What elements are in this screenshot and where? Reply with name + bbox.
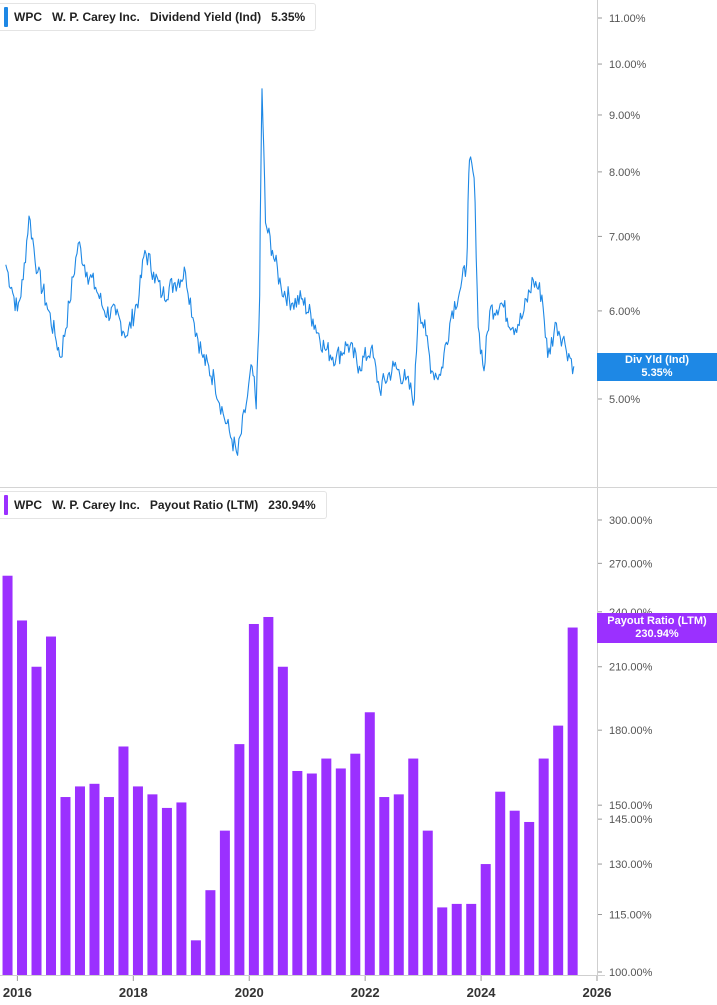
payout-bar [89,783,100,975]
top-legend-value: 5.35% [271,10,306,24]
payout-bar [292,770,303,975]
payout-bar [379,797,390,975]
yield-y-tick-label: 8.00% [609,167,640,179]
payout-bar [234,744,245,975]
payout-y-tick-label: 130.00% [609,859,653,871]
bottom-legend: WPC W. P. Carey Inc. Payout Ratio (LTM) … [0,491,327,519]
top-legend-company: W. P. Carey Inc. [52,10,140,24]
x-tick-label: 2022 [351,985,380,1000]
payout-bar [103,797,114,975]
bottom-legend-value: 230.94% [268,498,316,512]
payout-bar [437,907,448,975]
payout-bar [147,794,158,975]
payout-bar [205,890,216,975]
payout-bar [31,666,42,975]
top-legend-ticker: WPC [14,10,42,24]
bottom-legend-metric: Payout Ratio (LTM) [149,498,259,512]
x-tick-label: 2016 [3,985,32,1000]
payout-value-badge: Payout Ratio (LTM) 230.94% [597,613,717,643]
payout-bar [161,807,172,975]
payout-bar [263,616,274,975]
payout-badge-value: 230.94% [635,628,679,640]
payout-y-tick-label: 300.00% [609,515,653,527]
payout-badge-label: Payout Ratio (LTM) [607,615,707,627]
payout-bar [2,575,13,975]
payout-bar [393,794,404,975]
dividend-yield-plot [5,88,575,456]
yield-y-tick-label: 9.00% [609,110,640,122]
x-tick-label: 2024 [467,985,497,1000]
payout-y-tick-label: 150.00% [609,800,653,812]
payout-bar [60,797,71,975]
payout-bar [306,773,317,975]
top-legend: WPC W. P. Carey Inc. Dividend Yield (Ind… [0,3,317,31]
payout-bar [451,903,462,975]
payout-bar [509,810,520,975]
payout-bar [495,791,506,975]
payout-y-tick-label: 270.00% [609,558,653,570]
payout-bar [350,753,361,975]
x-tick-label: 2018 [119,985,148,1000]
payout-bar [277,666,288,975]
top-y-axis: 11.00% 10.00% 9.00% 8.00% 7.00% 6.00% 5.00% [597,13,647,406]
top-legend-metric: Dividend Yield (Ind) [149,10,262,24]
yield-y-tick-label: 6.00% [609,306,640,318]
x-tick-label: 2026 [583,985,612,1000]
payout-bar [538,758,549,975]
payout-bar [248,623,259,975]
payout-bar [567,627,578,975]
payout-bar [422,830,433,975]
payout-bar [219,830,230,975]
payout-bar [17,620,28,975]
payout-bar [176,802,187,975]
payout-bar [335,768,346,975]
payout-bar [364,712,375,975]
payout-y-tick-label: 210.00% [609,662,653,674]
yield-y-tick-label: 7.00% [609,231,640,243]
bottom-legend-company: W. P. Carey Inc. [52,498,140,512]
payout-bar [132,786,143,975]
x-axis: 2016 2018 2020 2022 2024 2026 [3,975,612,1000]
bottom-legend-ticker: WPC [14,498,42,512]
payout-bar [321,758,332,975]
payout-bar [408,758,419,975]
payout-series-swatch [4,495,8,515]
payout-bar [480,864,491,975]
payout-bar [466,903,477,975]
yield-badge-label: Div Yld (Ind) [625,354,689,366]
payout-bar [190,940,201,975]
payout-y-tick-label: 115.00% [609,909,652,921]
yield-y-tick-label: 11.00% [609,13,646,25]
payout-bar [46,636,57,975]
payout-bar [553,725,564,975]
payout-y-tick-label: 100.00% [609,967,653,979]
payout-y-tick-label: 145.00% [609,814,653,826]
yield-value-badge: Div Yld (Ind) 5.35% [597,353,717,381]
payout-ratio-plot [2,575,578,975]
payout-bar [118,746,129,975]
yield-badge-value: 5.35% [641,367,673,379]
x-tick-label: 2020 [235,985,264,1000]
bottom-y-axis: 300.00%270.00%240.00%210.00%180.00%150.0… [597,515,653,979]
payout-bar [524,821,535,975]
payout-y-tick-label: 180.00% [609,725,653,737]
dividend-yield-line [5,88,575,456]
payout-bar [74,786,85,975]
yield-series-swatch [4,7,8,27]
yield-y-tick-label: 10.00% [609,59,647,71]
yield-y-tick-label: 5.00% [609,394,640,406]
